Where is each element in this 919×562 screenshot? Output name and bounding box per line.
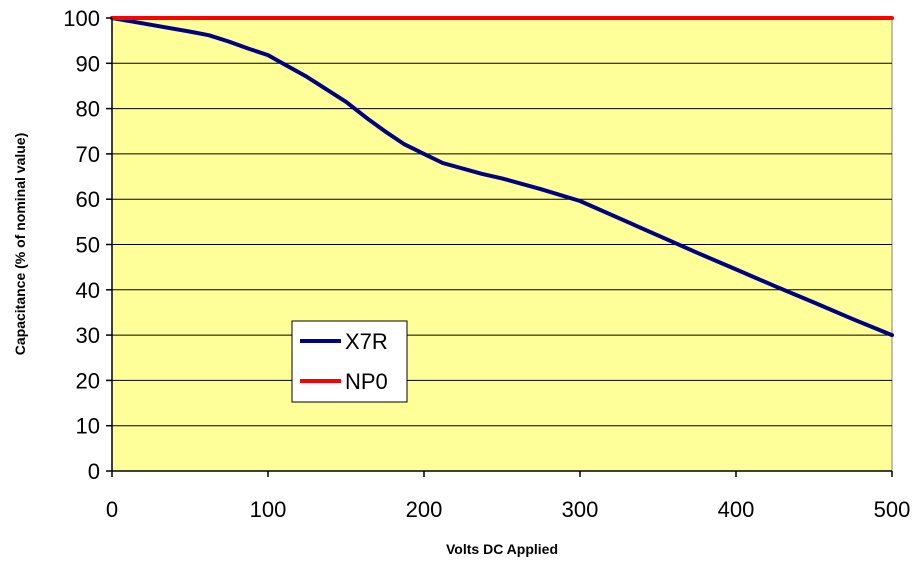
y-tick-label-70: 70 [76,142,100,167]
x-tick-label-200: 200 [406,497,443,522]
x-axis-title: Volts DC Applied [446,541,558,557]
y-tick-label-100: 100 [63,6,100,31]
x-tick-label-400: 400 [718,497,755,522]
legend-label-np0: NP0 [345,369,388,394]
y-ticks: 0 10 20 30 40 50 60 70 80 90 100 [63,6,112,484]
y-tick-label-10: 10 [76,414,100,439]
y-tick-label-0: 0 [88,459,100,484]
x-tick-label-300: 300 [562,497,599,522]
x-tick-label-500: 500 [874,497,911,522]
legend-label-x7r: X7R [345,329,388,354]
y-tick-label-80: 80 [76,97,100,122]
legend-box [291,320,408,403]
x-ticks: 0 100 200 300 400 500 [106,471,910,522]
y-tick-label-40: 40 [76,278,100,303]
legend: X7R NP0 [291,320,408,403]
series-line-x7r [110,16,894,338]
y-tick-label-50: 50 [76,233,100,258]
x-tick-label-100: 100 [250,497,287,522]
series-layer [110,16,894,338]
y-tick-label-60: 60 [76,187,100,212]
y-tick-label-30: 30 [76,323,100,348]
y-axis-title: Capacitance (% of nominal value) [12,133,28,356]
y-tick-label-20: 20 [76,368,100,393]
x-tick-label-0: 0 [106,497,118,522]
y-tick-label-90: 90 [76,51,100,76]
